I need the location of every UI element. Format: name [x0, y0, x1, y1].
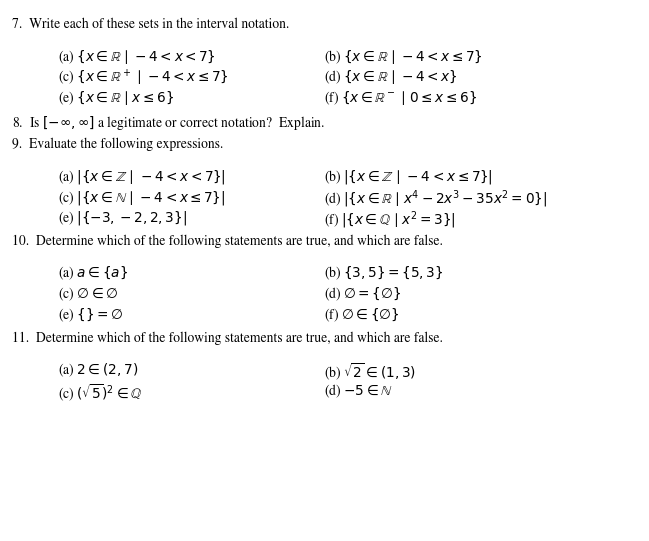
Text: (f) $\emptyset \in \{\emptyset\}$: (f) $\emptyset \in \{\emptyset\}$ — [324, 306, 400, 324]
Text: 9.  Evaluate the following expressions.: 9. Evaluate the following expressions. — [12, 138, 223, 151]
Text: 8.  Is $[-\infty, \infty]$ a legitimate or correct notation?  Explain.: 8. Is $[-\infty, \infty]$ a legitimate o… — [12, 114, 325, 132]
Text: (d) $|\{x \in \mathbb{R}\mid x^4 - 2x^3 - 35x^2 = 0\}|$: (d) $|\{x \in \mathbb{R}\mid x^4 - 2x^3 … — [324, 189, 548, 210]
Text: (d) $\{x \in \mathbb{R}\mid -4 < x\}$: (d) $\{x \in \mathbb{R}\mid -4 < x\}$ — [324, 68, 458, 86]
Text: (b) $|\{x \in \mathbb{Z}\mid -4 < x \leq 7\}|$: (b) $|\{x \in \mathbb{Z}\mid -4 < x \leq… — [324, 168, 493, 186]
Text: (a) $|\{x \in \mathbb{Z}\mid -4 < x < 7\}|$: (a) $|\{x \in \mathbb{Z}\mid -4 < x < 7\… — [58, 168, 227, 186]
Text: (e) $\{x \in \mathbb{R}\mid x \leq 6\}$: (e) $\{x \in \mathbb{R}\mid x \leq 6\}$ — [58, 89, 175, 107]
Text: 7.  Write each of these sets in the interval notation.: 7. Write each of these sets in the inter… — [12, 17, 289, 31]
Text: (f) $|\{x \in \mathbb{Q}\mid x^2 = 3\}|$: (f) $|\{x \in \mathbb{Q}\mid x^2 = 3\}|$ — [324, 209, 456, 231]
Text: 10.  Determine which of the following statements are true, and which are false.: 10. Determine which of the following sta… — [12, 235, 443, 248]
Text: (e) $\{\} = \emptyset$: (e) $\{\} = \emptyset$ — [58, 306, 124, 324]
Text: (e) $|\{-3, -2, 2, 3\}|$: (e) $|\{-3, -2, 2, 3\}|$ — [58, 209, 188, 227]
Text: (b) $\{3, 5\} = \{5, 3\}$: (b) $\{3, 5\} = \{5, 3\}$ — [324, 265, 444, 282]
Text: (c) $|\{x \in \mathbb{N}\mid -4 < x \leq 7\}|$: (c) $|\{x \in \mathbb{N}\mid -4 < x \leq… — [58, 189, 226, 207]
Text: (c) $(\sqrt{5})^2 \in \mathbb{Q}$: (c) $(\sqrt{5})^2 \in \mathbb{Q}$ — [58, 382, 143, 404]
Text: (b) $\sqrt{2} \in (1, 3)$: (b) $\sqrt{2} \in (1, 3)$ — [324, 362, 417, 383]
Text: (c) $\{x \in \mathbb{R}^+\mid -4 < x \leq 7\}$: (c) $\{x \in \mathbb{R}^+\mid -4 < x \le… — [58, 68, 229, 89]
Text: (d) $\emptyset = \{\emptyset\}$: (d) $\emptyset = \{\emptyset\}$ — [324, 286, 402, 303]
Text: (d) $-5 \in \mathbb{N}$: (d) $-5 \in \mathbb{N}$ — [324, 382, 393, 400]
Text: (a) $\{x \in \mathbb{R}\mid -4 < x < 7\}$: (a) $\{x \in \mathbb{R}\mid -4 < x < 7\}… — [58, 48, 216, 65]
Text: (b) $\{x \in \mathbb{R}\mid -4 < x \leq 7\}$: (b) $\{x \in \mathbb{R}\mid -4 < x \leq … — [324, 48, 483, 65]
Text: (f) $\{x \in \mathbb{R}^-\mid 0 \leq x \leq 6\}$: (f) $\{x \in \mathbb{R}^-\mid 0 \leq x \… — [324, 89, 478, 107]
Text: (a) $a \in \{a\}$: (a) $a \in \{a\}$ — [58, 265, 129, 282]
Text: 11.  Determine which of the following statements are true, and which are false.: 11. Determine which of the following sta… — [12, 332, 443, 345]
Text: (c) $\emptyset \in \emptyset$: (c) $\emptyset \in \emptyset$ — [58, 286, 119, 303]
Text: (a) $2 \in (2, 7)$: (a) $2 \in (2, 7)$ — [58, 362, 139, 379]
